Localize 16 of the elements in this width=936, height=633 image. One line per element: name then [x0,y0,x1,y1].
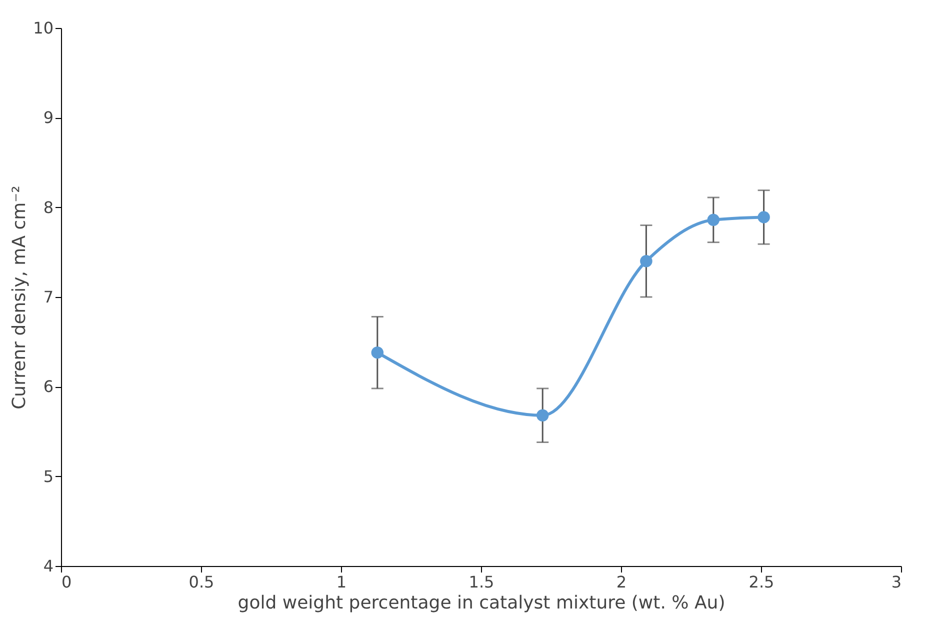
y-tick-label: 4 [43,556,54,576]
y-tick-label: 5 [43,466,54,486]
x-tick-label: 1.5 [468,572,494,592]
y-tick-label: 6 [43,377,54,396]
y-tick-label: 7 [43,288,54,306]
y-tick-label: 8 [43,198,54,217]
y-axis-title: Currenr densiy, mA cm⁻² [9,186,30,410]
x-tick-label: 3 [891,572,902,592]
x-tick-label: 0.5 [188,572,214,592]
x-tick-label: 2 [616,572,627,592]
x-tick-label: 2.5 [748,572,774,592]
x-axis-title: gold weight percentage in catalyst mixture (wt. % Au) [238,592,726,614]
y-tick-label: 10 [33,18,54,38]
x-tick-label: 0 [62,572,72,592]
y-tick-label: 9 [43,108,54,128]
x-tick-label: 1 [336,572,347,592]
